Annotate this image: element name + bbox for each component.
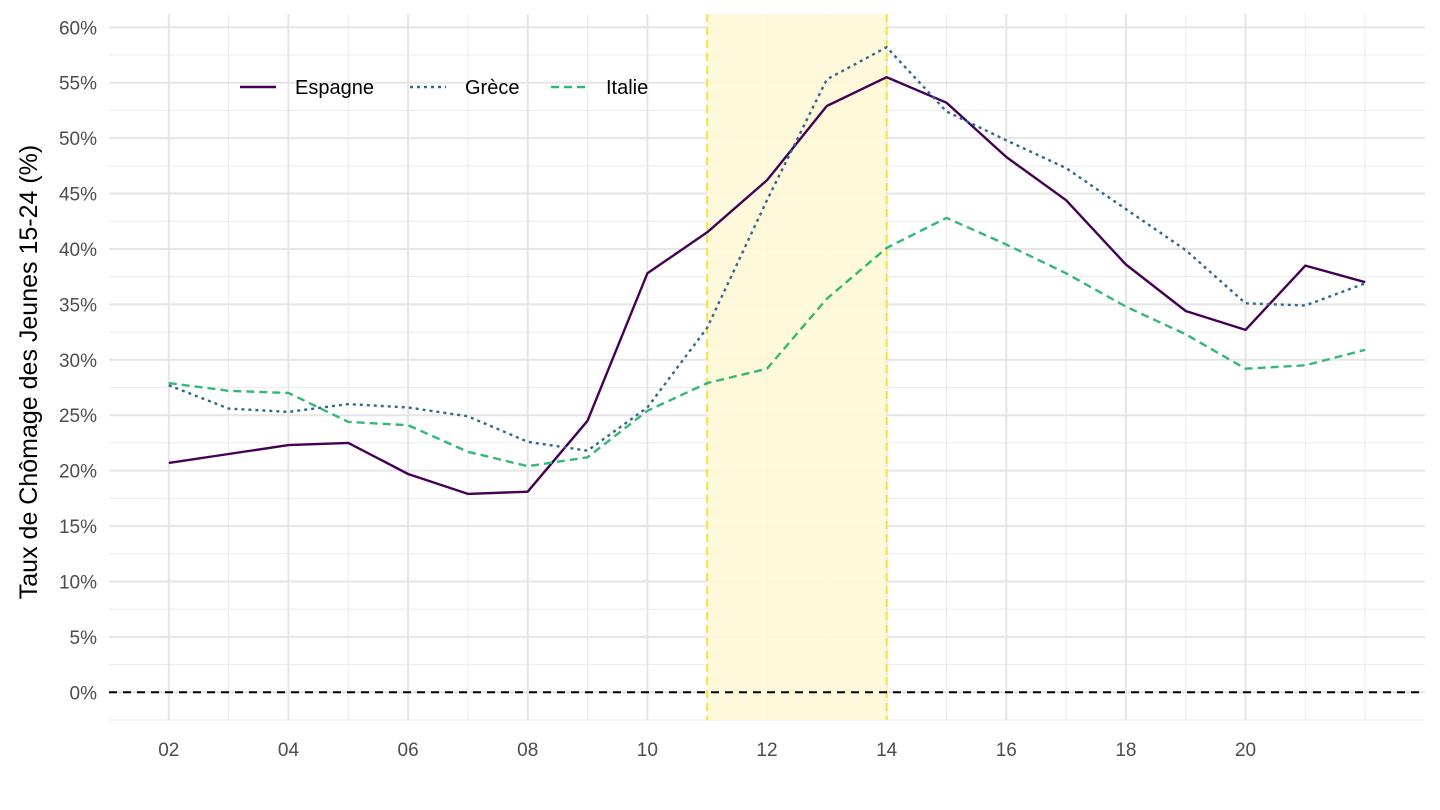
shaded-period (706, 14, 888, 720)
x-tick-label: 14 (876, 740, 898, 761)
y-axis-title: Taux de Chômage des Jeunes 15-24 (%) (15, 145, 43, 599)
y-tick-label: 60% (59, 18, 97, 39)
legend: Espagne Grèce Italie (240, 77, 648, 99)
x-tick-label: 12 (756, 740, 777, 761)
series-line-0 (168, 75, 1366, 496)
x-tick-label: 20 (1235, 740, 1256, 761)
y-tick-label: 30% (59, 351, 97, 372)
x-tick-label: 04 (278, 740, 300, 761)
x-tick-label: 18 (1115, 740, 1136, 761)
x-tick-label: 02 (158, 740, 179, 761)
y-tick-label: 25% (59, 406, 97, 427)
shaded-period-area (707, 14, 887, 720)
x-tick-label: 16 (996, 740, 1017, 761)
y-tick-label: 20% (59, 462, 97, 483)
series-lines (168, 46, 1366, 496)
y-tick-label: 40% (59, 240, 97, 261)
series-line-2 (168, 216, 1366, 468)
x-tick-label: 08 (517, 740, 538, 761)
legend-label-1: Grèce (465, 77, 519, 99)
x-axis-tick-labels: 02 04 06 08 10 12 14 16 18 20 (158, 740, 1256, 761)
y-tick-label: 50% (59, 129, 97, 150)
legend-label-0: Espagne (295, 77, 374, 99)
series-line-1 (168, 46, 1366, 452)
y-tick-label: 0% (70, 683, 98, 704)
y-tick-label: 15% (59, 517, 97, 538)
y-tick-label: 5% (70, 628, 98, 649)
y-axis-tick-labels: 0% 5% 10% 15% 20% 25% 30% 35% 40% 45% 50% 55% 60% (59, 18, 97, 704)
y-tick-label: 10% (59, 572, 97, 593)
x-tick-label: 10 (637, 740, 658, 761)
x-tick-label: 06 (398, 740, 419, 761)
y-tick-label: 55% (59, 74, 97, 95)
legend-label-2: Italie (606, 77, 648, 99)
y-tick-label: 35% (59, 295, 97, 316)
y-tick-label: 45% (59, 185, 97, 206)
